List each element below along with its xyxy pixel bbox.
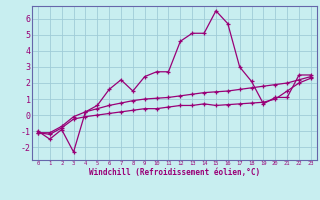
X-axis label: Windchill (Refroidissement éolien,°C): Windchill (Refroidissement éolien,°C) <box>89 168 260 177</box>
